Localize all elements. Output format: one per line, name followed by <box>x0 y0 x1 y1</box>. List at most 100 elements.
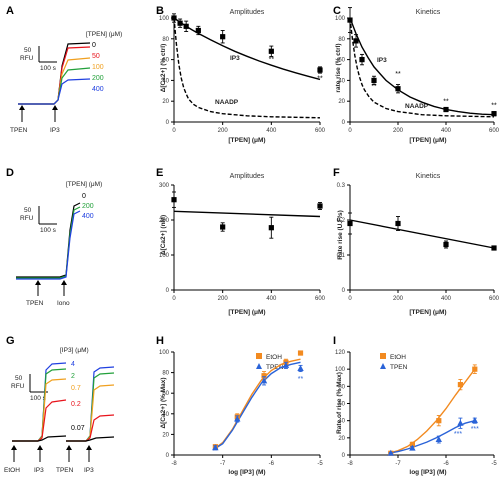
scale-unit-a: RFU <box>20 55 34 62</box>
panel-label-e: E <box>156 167 163 179</box>
fit-curve-e-0 <box>173 210 321 218</box>
x-tick-label-f: 200 <box>393 296 404 302</box>
y-tick-label-c: 100 <box>335 16 346 22</box>
legend-swatch-i-etoh <box>380 353 386 359</box>
significance-marker-b: * <box>221 34 224 41</box>
trace-a-200 <box>18 67 91 105</box>
panel-b-chart: Amplitudes [TPEN] (μM) Δ[Ca2+] (% ctrl) … <box>160 9 266 144</box>
panel-b-xlabel: [TPEN] (μM) <box>228 137 265 144</box>
data-point-b-IP3 <box>268 48 274 54</box>
x-tick-label-b: 400 <box>266 128 277 134</box>
trace-a-400 <box>18 78 91 105</box>
data-point-b-IP3 <box>195 27 201 34</box>
arrow-label-iono-d: Iono <box>57 300 70 307</box>
tpen-conc-header-d: [TPEN] (μM) <box>66 181 102 188</box>
scale-value-a: 50 <box>24 47 32 54</box>
panel-label-g: G <box>6 335 15 347</box>
panel-f-chart: Kinetics [TPEN] (μM) Rate rise (U.F/s) <box>337 173 447 316</box>
fit-curve-b-1 <box>173 17 321 119</box>
arrow-label-ip3-g-2: IP3 <box>84 467 94 474</box>
data-point-c-IP3 <box>395 86 401 92</box>
panel-f-ylabel: Rate rise (U.F/s) <box>337 210 344 260</box>
x-tick-label-b: 0 <box>172 128 176 134</box>
data-point-i-TPEN <box>457 419 464 426</box>
panel-f-title: Kinetics <box>416 173 441 180</box>
panel-e-xlabel: [TPEN] (μM) <box>228 309 265 316</box>
arrow-label-tpen-g: TPEN <box>56 467 74 474</box>
significance-marker-c: ** <box>371 84 377 91</box>
arrow-head-ip3-g-2 <box>86 445 92 450</box>
trace-label-g-4: 4 <box>71 361 75 368</box>
x-tick-label-e: 400 <box>266 296 277 302</box>
significance-marker-c: ** <box>443 98 449 105</box>
x-tick-label-i: -6 <box>443 461 449 467</box>
data-point-i-EtOH <box>436 418 442 424</box>
data-point-c-IP3 <box>443 106 449 113</box>
panel-b-title: Amplitudes <box>230 9 265 16</box>
y-tick-label-i: 120 <box>335 350 346 356</box>
trace-label-g-02: 0.2 <box>71 401 81 408</box>
data-point-c-IP3 <box>353 38 359 44</box>
x-tick-label-f: 0 <box>348 296 352 302</box>
data-point-e-Iono <box>268 225 274 231</box>
significance-marker-b: ** <box>317 75 323 82</box>
arrow-head-ip3-g-1 <box>37 445 43 450</box>
trace-label-a-400: 400 <box>92 86 104 93</box>
panel-c-plot: 0 200 400 600 0 20 40 60 80 100 ** ** ** ** <box>335 7 500 134</box>
trace-label-a-200: 200 <box>92 75 104 82</box>
panel-label-b: B <box>156 5 164 17</box>
data-point-h-TPEN <box>234 415 241 422</box>
panel-e-title: Amplitudes <box>230 173 265 180</box>
y-tick-label-c: 60 <box>338 58 345 64</box>
panel-label-a: A <box>6 5 14 17</box>
y-tick-label-i: 80 <box>338 384 345 390</box>
y-tick-label-f: 0.1 <box>337 253 346 259</box>
y-tick-label-h: 80 <box>162 371 169 377</box>
y-tick-label-i: 60 <box>338 402 345 408</box>
panel-g-traces: [IP3] (μM) 4 2 0.7 0.2 0.07 50 RFU 100 s… <box>4 347 115 474</box>
fit-curve-h-1 <box>212 361 301 451</box>
scale-unit-d: RFU <box>20 215 34 222</box>
trace-label-d-200: 200 <box>82 203 94 210</box>
arrow-head-tpen-d <box>35 280 41 285</box>
data-point-h-TPEN <box>260 377 268 384</box>
x-tick-label-c: 200 <box>393 128 404 134</box>
panel-c-chart: Kinetics [TPEN] (μM) rate rise (% ctrl) … <box>335 9 447 144</box>
data-point-i-EtOH <box>457 382 463 388</box>
scale-value-g: 50 <box>15 375 23 382</box>
data-point-b-IP3 <box>220 34 226 40</box>
panel-i-chart: log [IP3] (M) Rate of rise (% Max) EtOH … <box>336 353 447 476</box>
trace-label-d-400: 400 <box>82 213 94 220</box>
trace-g-etoh-02 <box>12 399 67 442</box>
panel-b-ip3-label: IP3 <box>230 55 240 62</box>
legend-swatch-h-tpen <box>256 363 262 369</box>
significance-marker-c: ** <box>491 102 497 109</box>
panel-label-h: H <box>156 335 164 347</box>
scale-unit-g: RFU <box>11 383 25 390</box>
significance-marker-i: *** <box>471 426 479 433</box>
y-tick-label-i: 40 <box>338 419 345 425</box>
x-tick-label-c: 600 <box>489 128 500 134</box>
x-tick-label-b: 200 <box>218 128 229 134</box>
tpen-conc-header-a: [TPEN] (μM) <box>86 31 122 38</box>
x-tick-label-b: 600 <box>315 128 326 134</box>
x-tick-label-h: -5 <box>317 461 323 467</box>
y-tick-label-b: 80 <box>162 37 169 43</box>
data-point-b-IP3 <box>177 20 183 26</box>
y-tick-label-b: 0 <box>166 120 170 126</box>
y-tick-label-f: 0 <box>342 288 346 294</box>
y-tick-label-e: 300 <box>159 183 170 189</box>
data-point-h-EtOH <box>261 373 267 379</box>
significance-marker-i: *** <box>454 431 462 438</box>
y-tick-label-f: 0.3 <box>337 183 346 189</box>
data-point-h-TPEN <box>297 364 304 371</box>
x-tick-label-i: -8 <box>347 461 353 467</box>
arrow-label-etoh-g: EtOH <box>4 467 20 474</box>
panel-e-ylabel: Δ[Ca2+] (nM) <box>160 215 167 255</box>
arrow-label-ip3-g-1: IP3 <box>34 467 44 474</box>
data-point-i-TPEN <box>409 444 416 451</box>
trace-d-400 <box>16 210 81 280</box>
trace-label-g-07: 0.7 <box>71 385 81 392</box>
